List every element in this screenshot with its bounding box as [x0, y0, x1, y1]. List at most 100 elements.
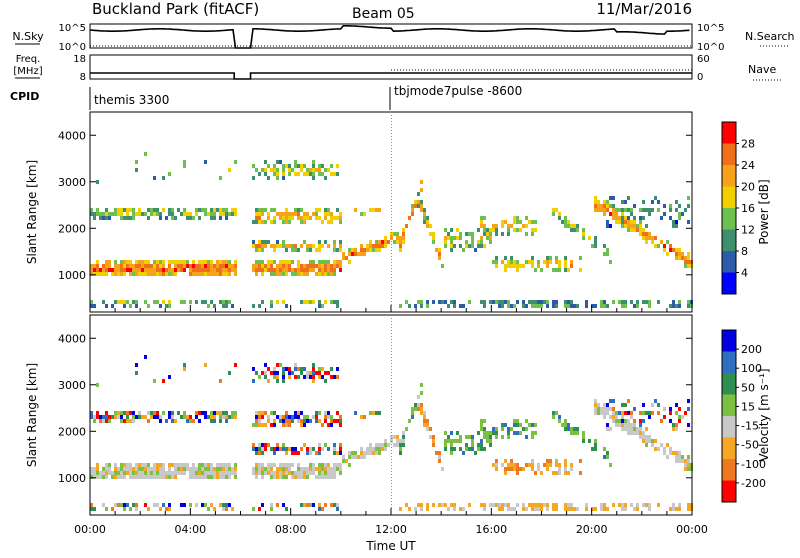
heatmap-cell: [204, 475, 207, 479]
heatmap-cell: [564, 503, 567, 507]
heatmap-cell: [270, 272, 273, 276]
heatmap-cell: [579, 268, 582, 272]
heatmap-cell: [606, 200, 609, 204]
heatmap-cell: [417, 407, 420, 411]
heatmap-cell: [333, 260, 336, 264]
heatmap-cell: [108, 419, 111, 423]
heatmap-cell: [267, 260, 270, 264]
heatmap-cell: [261, 503, 264, 507]
heatmap-cell: [591, 507, 594, 511]
heatmap-cell: [126, 463, 129, 467]
heatmap-cell: [627, 431, 630, 435]
heatmap-cell: [201, 471, 204, 475]
heatmap-cell: [378, 240, 381, 244]
heatmap-cell: [306, 272, 309, 276]
heatmap-cell: [429, 435, 432, 439]
heatmap-cell: [495, 232, 498, 236]
heatmap-cell: [258, 411, 261, 415]
heatmap-cell: [624, 300, 627, 304]
heatmap-cell: [153, 379, 156, 383]
heatmap-cell: [501, 463, 504, 467]
heatmap-cell: [363, 252, 366, 256]
heatmap-cell: [222, 471, 225, 475]
heatmap-cell: [507, 304, 510, 308]
heatmap-cell: [621, 304, 624, 308]
heatmap-cell: [93, 212, 96, 216]
heatmap-cell: [336, 172, 339, 176]
heatmap-cell: [501, 300, 504, 304]
heatmap-cell: [657, 208, 660, 212]
heatmap-cell: [267, 240, 270, 244]
freq-frame: [89, 54, 693, 80]
heatmap-cell: [105, 419, 108, 423]
heatmap-cell: [114, 471, 117, 475]
heatmap-cell: [207, 212, 210, 216]
heatmap-cell: [180, 268, 183, 272]
heatmap-cell: [270, 168, 273, 172]
heatmap-cell: [168, 471, 171, 475]
heatmap-cell: [213, 272, 216, 276]
heatmap-cell: [318, 240, 321, 244]
heatmap-cell: [582, 232, 585, 236]
heatmap-cell: [381, 244, 384, 248]
heatmap-cell: [318, 272, 321, 276]
heatmap-cell: [438, 252, 441, 256]
heatmap-cell: [159, 475, 162, 479]
heatmap-cell: [210, 415, 213, 419]
heatmap-cell: [642, 300, 645, 304]
heatmap-cell: [675, 427, 678, 431]
heatmap-cell: [189, 475, 192, 479]
heatmap-cell: [189, 216, 192, 220]
heatmap-cell: [174, 475, 177, 479]
heatmap-cell: [642, 403, 645, 407]
heatmap-cell: [522, 503, 525, 507]
heatmap-cell: [315, 208, 318, 212]
heatmap-cell: [552, 268, 555, 272]
heatmap-cell: [630, 411, 633, 415]
heatmap-cell: [609, 260, 612, 264]
heatmap-cell: [312, 371, 315, 375]
heatmap-cell: [447, 439, 450, 443]
heatmap-cell: [312, 244, 315, 248]
heatmap-cell: [300, 220, 303, 224]
heatmap-cell: [261, 264, 264, 268]
heatmap-cell: [507, 232, 510, 236]
heatmap-cell: [639, 224, 642, 228]
heatmap-cell: [159, 507, 162, 511]
heatmap-cell: [585, 507, 588, 511]
heatmap-cell: [324, 411, 327, 415]
heatmap-cell: [570, 264, 573, 268]
heatmap-cell: [105, 471, 108, 475]
heatmap-cell: [312, 363, 315, 367]
heatmap-cell: [534, 503, 537, 507]
heatmap-cell: [135, 260, 138, 264]
heatmap-cell: [480, 447, 483, 451]
heatmap-cell: [537, 467, 540, 471]
heatmap-cell: [675, 224, 678, 228]
heatmap-cell: [672, 423, 675, 427]
heatmap-cell: [234, 264, 237, 268]
heatmap-cell: [672, 248, 675, 252]
heatmap-cell: [105, 216, 108, 220]
heatmap-cell: [162, 463, 165, 467]
heatmap-cell: [255, 471, 258, 475]
heatmap-cell: [309, 463, 312, 467]
heatmap-cell: [306, 212, 309, 216]
heatmap-cell: [516, 228, 519, 232]
heatmap-cell: [654, 399, 657, 403]
heatmap-cell: [438, 256, 441, 260]
heatmap-cell: [420, 411, 423, 415]
heatmap-cell: [168, 375, 171, 379]
heatmap-cell: [153, 272, 156, 276]
heatmap-cell: [507, 300, 510, 304]
heatmap-cell: [513, 220, 516, 224]
x-tick-label: 20:00: [576, 523, 608, 536]
heatmap-cell: [630, 427, 633, 431]
heatmap-cell: [558, 268, 561, 272]
heatmap-cell: [483, 304, 486, 308]
heatmap-cell: [327, 467, 330, 471]
heatmap-cell: [678, 459, 681, 463]
heatmap-cell: [432, 240, 435, 244]
heatmap-cell: [147, 304, 150, 308]
heatmap-cell: [327, 268, 330, 272]
